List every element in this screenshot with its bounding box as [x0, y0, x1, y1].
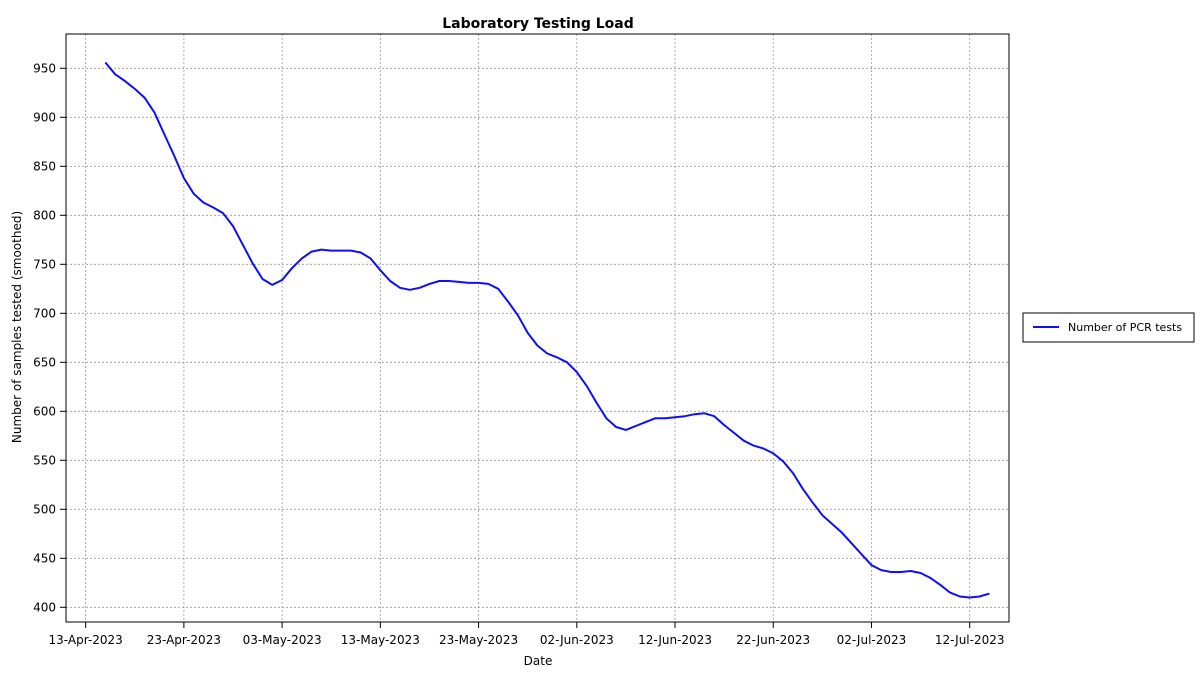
x-tick-label: 22-Jun-2023	[736, 633, 810, 647]
x-tick-label: 12-Jun-2023	[638, 633, 712, 647]
x-tick-label: 13-Apr-2023	[49, 633, 123, 647]
x-tick-label: 12-Jul-2023	[935, 633, 1005, 647]
chart-title: Laboratory Testing Load	[442, 16, 633, 32]
x-tick-label: 02-Jun-2023	[540, 633, 614, 647]
y-tick-label: 800	[33, 208, 56, 222]
y-tick-label: 400	[33, 600, 56, 614]
x-tick-label: 23-May-2023	[439, 633, 518, 647]
y-tick-label: 700	[33, 306, 56, 320]
x-tick-label: 03-May-2023	[243, 633, 322, 647]
y-tick-label: 500	[33, 502, 56, 516]
y-tick-label: 850	[33, 159, 56, 173]
legend: Number of PCR tests	[1022, 312, 1195, 343]
y-tick-label: 650	[33, 355, 56, 369]
plot-area	[104, 61, 990, 599]
series-line-pcr-tests	[104, 61, 990, 599]
legend-label: Number of PCR tests	[1068, 321, 1182, 334]
y-tick-label: 600	[33, 404, 56, 418]
y-tick-label: 950	[33, 61, 56, 75]
grid	[66, 34, 1009, 622]
plot-frame	[65, 33, 1010, 623]
y-tick-label: 450	[33, 551, 56, 565]
x-axis-label: Date	[524, 654, 553, 668]
y-tick-label: 750	[33, 257, 56, 271]
y-tick-label: 550	[33, 453, 56, 467]
y-tick-label: 900	[33, 110, 56, 124]
x-tick-label: 23-Apr-2023	[147, 633, 221, 647]
y-axis-label: Number of samples tested (smoothed)	[10, 211, 24, 443]
x-tick-label: 13-May-2023	[341, 633, 420, 647]
x-tick-label: 02-Jul-2023	[837, 633, 907, 647]
axes: 400 450 500 550 600 650 700 750 800 850 900 950 13-A…	[33, 61, 1004, 647]
